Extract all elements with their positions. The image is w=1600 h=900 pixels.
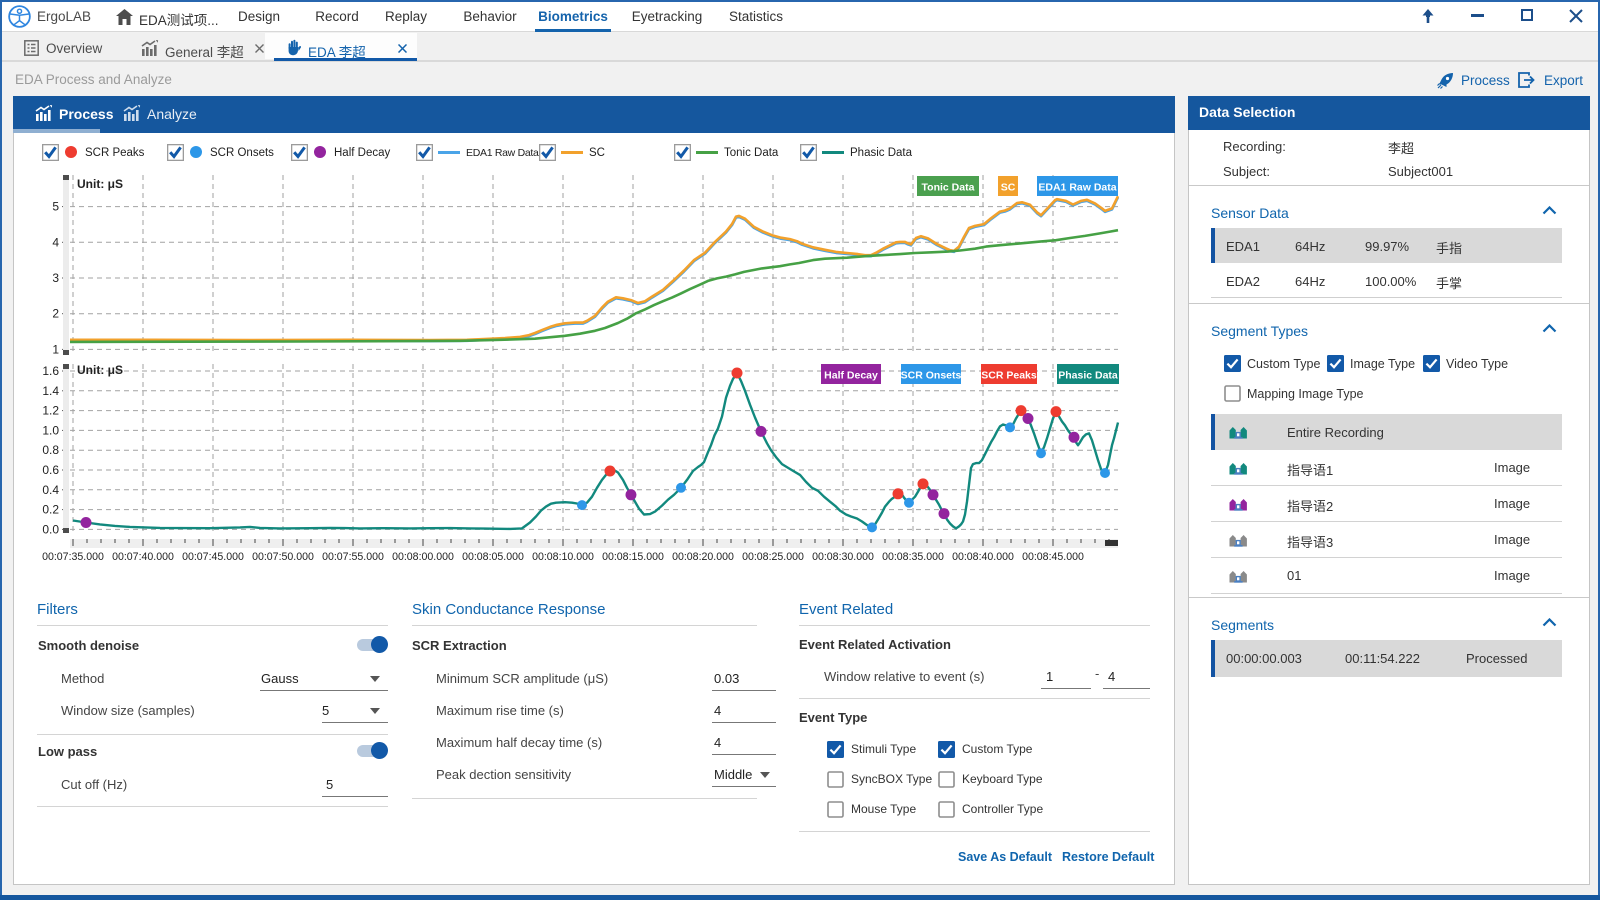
svg-text:Half Decay: Half Decay bbox=[824, 370, 878, 382]
svg-text:SCR Onsets: SCR Onsets bbox=[901, 370, 962, 382]
svg-text:0.2: 0.2 bbox=[42, 503, 59, 517]
svg-text:0.8: 0.8 bbox=[42, 443, 59, 457]
svg-text:00:08:45.000: 00:08:45.000 bbox=[1022, 551, 1084, 563]
svg-text:0.6: 0.6 bbox=[42, 463, 59, 477]
svg-text:Phasic Data: Phasic Data bbox=[1058, 370, 1118, 382]
svg-text:00:08:20.000: 00:08:20.000 bbox=[672, 551, 734, 563]
svg-text:SC: SC bbox=[1001, 182, 1016, 194]
svg-text:Unit: μS: Unit: μS bbox=[77, 363, 123, 377]
svg-text:Tonic Data: Tonic Data bbox=[922, 182, 975, 194]
svg-text:00:07:45.000: 00:07:45.000 bbox=[182, 551, 244, 563]
svg-text:00:08:00.000: 00:08:00.000 bbox=[392, 551, 454, 563]
svg-text:00:07:55.000: 00:07:55.000 bbox=[322, 551, 384, 563]
svg-text:00:08:05.000: 00:08:05.000 bbox=[462, 551, 524, 563]
svg-text:00:07:35.000: 00:07:35.000 bbox=[42, 551, 104, 563]
svg-text:00:08:25.000: 00:08:25.000 bbox=[742, 551, 804, 563]
svg-text:SCR Peaks: SCR Peaks bbox=[981, 370, 1037, 382]
svg-text:3: 3 bbox=[52, 271, 59, 285]
svg-text:1.2: 1.2 bbox=[42, 404, 59, 418]
svg-text:00:08:10.000: 00:08:10.000 bbox=[532, 551, 594, 563]
svg-text:Unit: μS: Unit: μS bbox=[77, 177, 123, 191]
svg-text:2: 2 bbox=[52, 307, 59, 321]
svg-text:00:08:40.000: 00:08:40.000 bbox=[952, 551, 1014, 563]
svg-text:1.0: 1.0 bbox=[42, 423, 59, 437]
svg-text:0.0: 0.0 bbox=[42, 522, 59, 536]
svg-text:4: 4 bbox=[52, 235, 59, 249]
svg-text:1: 1 bbox=[52, 342, 59, 356]
svg-text:EDA1 Raw Data: EDA1 Raw Data bbox=[1038, 182, 1116, 194]
svg-text:00:08:15.000: 00:08:15.000 bbox=[602, 551, 664, 563]
svg-text:1.6: 1.6 bbox=[42, 364, 59, 378]
svg-text:00:08:35.000: 00:08:35.000 bbox=[882, 551, 944, 563]
svg-text:1.4: 1.4 bbox=[42, 384, 59, 398]
svg-text:0.4: 0.4 bbox=[42, 483, 59, 497]
svg-text:00:07:50.000: 00:07:50.000 bbox=[252, 551, 314, 563]
svg-text:5: 5 bbox=[52, 200, 59, 214]
svg-text:00:07:40.000: 00:07:40.000 bbox=[112, 551, 174, 563]
svg-text:00:08:30.000: 00:08:30.000 bbox=[812, 551, 874, 563]
